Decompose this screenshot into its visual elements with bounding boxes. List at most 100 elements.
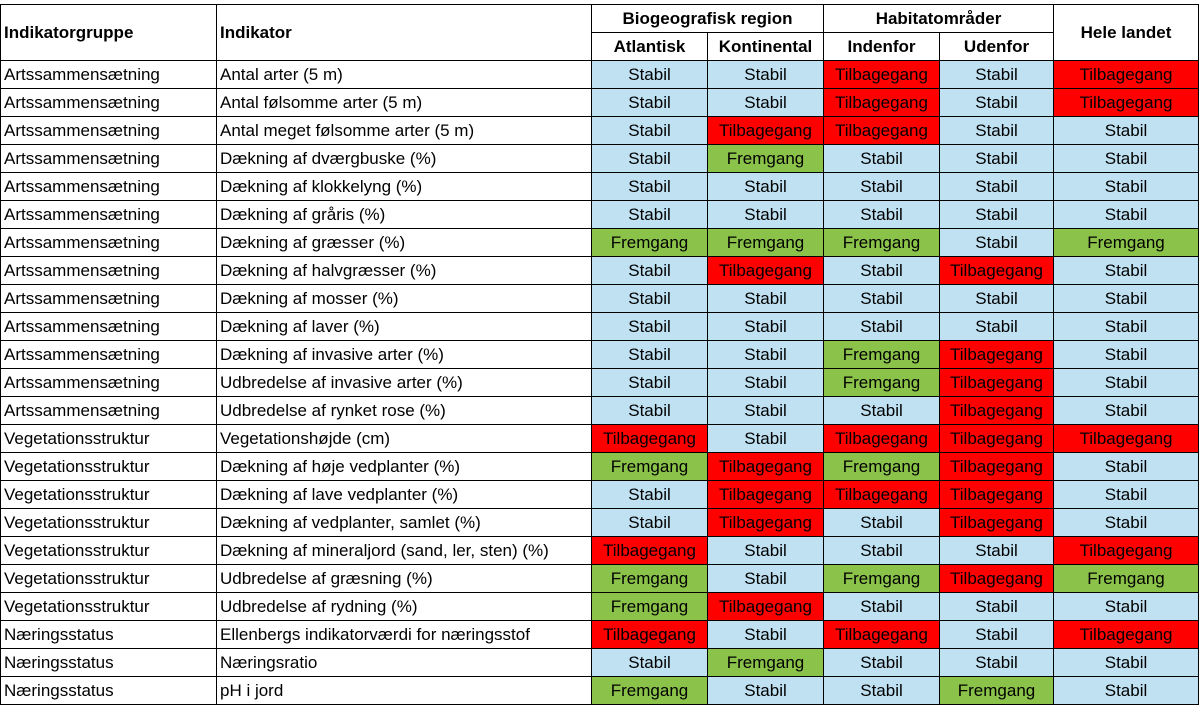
status-cell-kontinental: Stabil [707,172,824,201]
status-cell-hele-landet: Stabil [1053,116,1200,145]
status-cell-atlantisk: Fremgang [591,228,708,257]
table-row: Vegetationsstruktur Udbredelse af græsnin… [0,564,1200,593]
status-cell-kontinental: Stabil [707,88,824,117]
status-cell-udenfor: Tilbagegang [938,480,1055,509]
status-cell-atlantisk: Fremgang [591,564,708,593]
status-cell-kontinental: Fremgang [707,648,824,677]
status-cell-hele-landet: Tilbagegang [1053,536,1200,565]
status-cell-hele-landet: Stabil [1053,144,1200,173]
table-row: Artssammensætning Antal følsomme arter (5… [0,88,1200,117]
status-cell-udenfor: Stabil [938,536,1055,565]
status-cell-udenfor: Stabil [938,592,1055,621]
status-cell-udenfor: Tilbagegang [938,424,1055,453]
status-cell-udenfor: Stabil [938,144,1055,173]
status-cell-udenfor: Stabil [938,60,1055,89]
table-row: Næringsstatus Næringsratio Stabil Fremgang S… [0,648,1200,677]
indicator-status-table: Indikatorgruppe Indikator Biogeografisk … [0,4,1200,705]
status-cell-atlantisk: Tilbagegang [591,536,708,565]
status-cell-hele-landet: Tilbagegang [1053,620,1200,649]
table-row: Artssammensætning Udbredelse af invasive … [0,368,1200,397]
status-cell-indenfor: Tilbagegang [823,480,940,509]
status-cell-hele-landet: Tilbagegang [1053,60,1200,89]
status-cell-indenfor: Tilbagegang [823,88,940,117]
table-row: Artssammensætning Dækning af dværgbuske (… [0,144,1200,173]
status-cell-atlantisk: Stabil [591,200,708,229]
indicator-name-cell: Ellenbergs indikatorværdi for næringssto… [216,620,592,649]
indicator-group-cell: Vegetationsstruktur [0,592,217,621]
status-cell-atlantisk: Stabil [591,60,708,89]
indicator-group-cell: Artssammensætning [0,340,217,369]
status-cell-kontinental: Stabil [707,60,824,89]
status-cell-atlantisk: Fremgang [591,676,708,705]
status-cell-udenfor: Stabil [938,116,1055,145]
status-cell-udenfor: Fremgang [938,676,1055,705]
indicator-group-cell: Artssammensætning [0,200,217,229]
status-cell-udenfor: Tilbagegang [938,452,1055,481]
status-cell-hele-landet: Stabil [1053,452,1200,481]
indicator-group-cell: Artssammensætning [0,144,217,173]
header-row-top: Indikatorgruppe Indikator Biogeografisk … [0,4,1200,61]
indicator-group-cell: Artssammensætning [0,256,217,285]
header-row-sub: Atlantisk Kontinental Indenfor Udenfor [1,32,1199,61]
status-cell-atlantisk: Stabil [591,144,708,173]
status-cell-kontinental: Tilbagegang [707,508,824,537]
status-cell-udenfor: Tilbagegang [938,564,1055,593]
status-cell-hele-landet: Stabil [1053,480,1200,509]
table-row: Artssammensætning Antal meget følsomme ar… [0,116,1200,145]
indicator-group-cell: Vegetationsstruktur [0,424,217,453]
indicator-group-cell: Artssammensætning [0,228,217,257]
table-row: Næringsstatus Ellenbergs indikatorværdi f… [0,620,1200,649]
status-cell-indenfor: Stabil [823,256,940,285]
indicator-group-cell: Artssammensætning [0,312,217,341]
status-cell-indenfor: Stabil [823,592,940,621]
table-row: Artssammensætning Dækning af laver (%) Sta… [0,312,1200,341]
status-cell-atlantisk: Stabil [591,256,708,285]
indicator-name-cell: Dækning af mineraljord (sand, ler, sten)… [216,536,592,565]
status-cell-kontinental: Fremgang [707,144,824,173]
status-cell-kontinental: Stabil [707,424,824,453]
status-cell-indenfor: Fremgang [823,340,940,369]
table-row: Artssammensætning Dækning af mosser (%) St… [0,284,1200,313]
table-row: Artssammensætning Dækning af græsser (%) F… [0,228,1200,257]
status-cell-hele-landet: Stabil [1053,172,1200,201]
status-cell-hele-landet: Stabil [1053,284,1200,313]
indicator-group-cell: Vegetationsstruktur [0,508,217,537]
status-cell-kontinental: Stabil [707,620,824,649]
status-cell-kontinental: Tilbagegang [707,592,824,621]
indicator-name-cell: Vegetationshøjde (cm) [216,424,592,453]
indicator-group-cell: Artssammensætning [0,88,217,117]
status-cell-kontinental: Tilbagegang [707,452,824,481]
indicator-name-cell: Udbredelse af rynket rose (%) [216,396,592,425]
table-row: Artssammensætning Dækning af gråris (%) St… [0,200,1200,229]
status-cell-indenfor: Stabil [823,396,940,425]
status-cell-hele-landet: Fremgang [1053,564,1200,593]
status-cell-indenfor: Stabil [823,144,940,173]
indicator-name-cell: Dækning af gråris (%) [216,200,592,229]
indicator-group-cell: Artssammensætning [0,60,217,89]
indicator-group-cell: Vegetationsstruktur [0,536,217,565]
status-cell-indenfor: Fremgang [823,452,940,481]
indicator-name-cell: Dækning af laver (%) [216,312,592,341]
status-cell-atlantisk: Stabil [591,88,708,117]
table-row: Vegetationsstruktur Dækning af høje vedpl… [0,452,1200,481]
table-row: Vegetationsstruktur Dækning af mineraljor… [0,536,1200,565]
status-cell-kontinental: Stabil [707,536,824,565]
status-cell-indenfor: Stabil [823,648,940,677]
status-cell-indenfor: Stabil [823,676,940,705]
status-cell-indenfor: Stabil [823,200,940,229]
table-row: Vegetationsstruktur Vegetationshøjde (cm)… [0,424,1200,453]
status-cell-atlantisk: Fremgang [591,592,708,621]
status-cell-indenfor: Fremgang [823,368,940,397]
status-cell-hele-landet: Stabil [1053,396,1200,425]
indicator-name-cell: Antal følsomme arter (5 m) [216,88,592,117]
indicator-name-cell: Dækning af klokkelyng (%) [216,172,592,201]
indicator-group-cell: Næringsstatus [0,648,217,677]
indicator-name-cell: Dækning af vedplanter, samlet (%) [216,508,592,537]
status-cell-kontinental: Stabil [707,312,824,341]
table-row: Næringsstatus pH i jord Fremgang Stabil Stab… [0,676,1200,705]
indicator-name-cell: Dækning af halvgræsser (%) [216,256,592,285]
status-cell-udenfor: Stabil [938,648,1055,677]
status-cell-atlantisk: Stabil [591,396,708,425]
header-indikatorgruppe: Indikatorgruppe [0,4,217,61]
status-cell-atlantisk: Tilbagegang [591,424,708,453]
